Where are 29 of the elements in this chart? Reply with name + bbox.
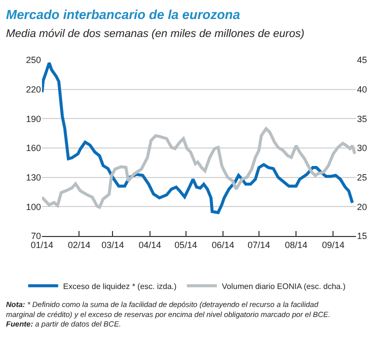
- y-tick-label: 130: [26, 172, 41, 182]
- y2-tick-label: 45: [357, 55, 368, 66]
- y-tick-label: 250: [26, 55, 41, 66]
- y2-tick-label: 25: [357, 172, 368, 182]
- x-tick-label: 08/14: [284, 240, 308, 250]
- x-tick-label: 02/14: [68, 240, 90, 250]
- x-tick-label: 04/14: [138, 240, 162, 250]
- x-tick-label: 07/14: [248, 240, 270, 250]
- x-tick-label: 01/14: [30, 240, 54, 250]
- y-tick-label: 70: [30, 231, 41, 242]
- y-tick-label: 220: [26, 84, 41, 94]
- y2-tick-label: 35: [357, 114, 368, 124]
- x-tick-label: 05/14: [174, 240, 198, 250]
- x-tick-label: 09/14: [322, 240, 344, 250]
- y2-tick-label: 15: [357, 231, 368, 242]
- x-tick-label: 03/14: [101, 240, 124, 250]
- x-tick-label: 06/14: [212, 240, 234, 250]
- line-series: [42, 61, 354, 214]
- chart-title: Mercado interbancario de la eurozona: [6, 7, 240, 22]
- y-tick-label: 160: [26, 143, 41, 154]
- line-series: [42, 127, 356, 209]
- chart-subtitle: Media móvil de dos semanas (en miles de millones de euros): [6, 28, 305, 40]
- y2-tick-label: 40: [357, 84, 368, 94]
- y-tick-label: 190: [26, 114, 41, 124]
- legend-label: Volumen diario EONIA (esc. dcha.): [222, 282, 346, 291]
- y2-tick-label: 20: [357, 202, 368, 212]
- y2-tick-label: 30: [357, 143, 368, 154]
- y-tick-label: 100: [26, 202, 41, 212]
- legend-label: Exceso de liquidez * (esc. izda.): [63, 282, 177, 291]
